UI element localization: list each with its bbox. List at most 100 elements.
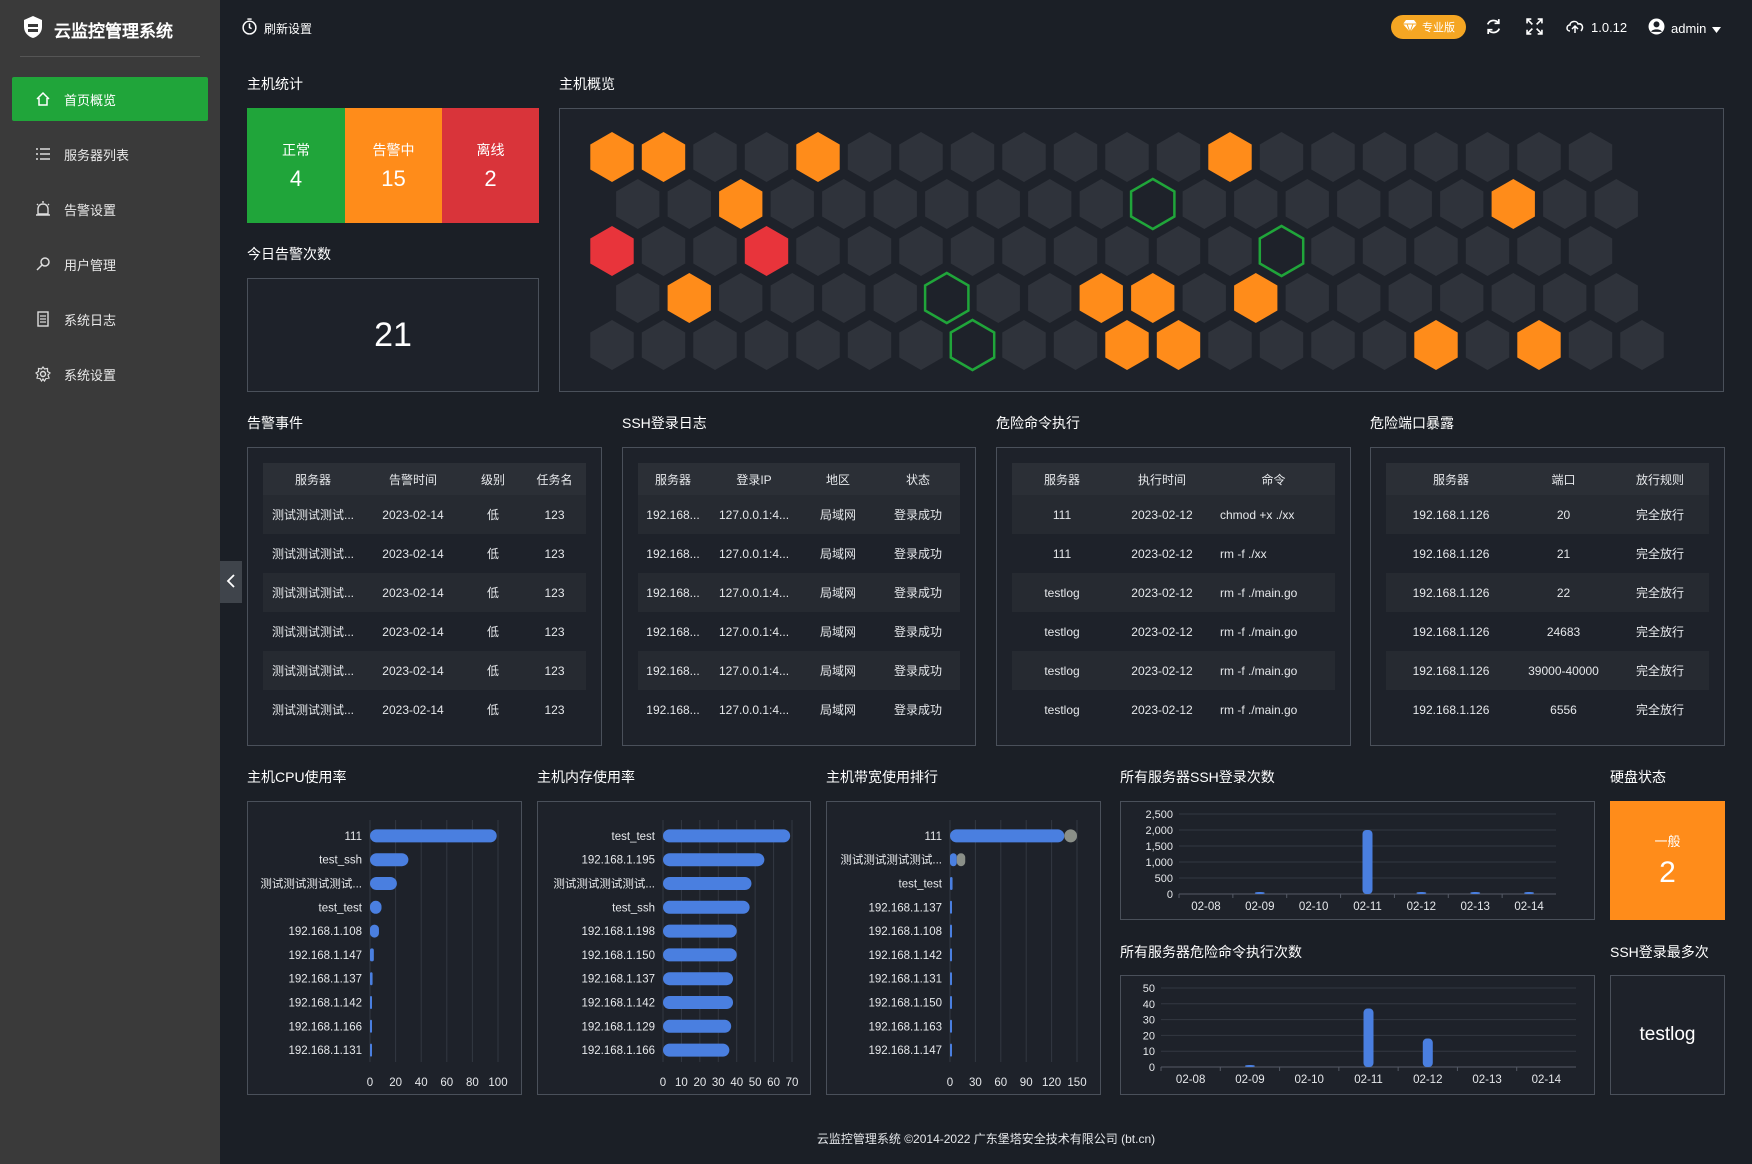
table-row[interactable]: 192.168... 127.0.0.1:4... 局域网 登录成功 — [638, 495, 960, 534]
host-hex-idle[interactable] — [899, 132, 943, 182]
bar[interactable] — [1524, 892, 1535, 894]
table-row[interactable]: testlog 2023-02-12 rm -f ./main.go — [1012, 651, 1335, 690]
table-row[interactable]: 111 2023-02-12 rm -f ./xx — [1012, 534, 1335, 573]
host-hex-idle[interactable] — [1568, 320, 1613, 370]
bar[interactable] — [950, 829, 1065, 843]
table-row[interactable]: 测试测试测试... 2023-02-14 低 123 — [263, 690, 586, 729]
host-hex-idle[interactable] — [899, 226, 943, 276]
table-row[interactable]: 192.168.1.126 21 完全放行 — [1386, 534, 1709, 573]
host-hex-idle[interactable] — [1182, 179, 1226, 229]
host-hex-idle[interactable] — [693, 226, 737, 276]
host-hex-offline[interactable] — [744, 226, 789, 276]
host-hex-idle[interactable] — [1388, 273, 1432, 323]
host-hex-idle[interactable] — [744, 132, 789, 182]
user-menu[interactable]: admin — [1648, 18, 1722, 38]
host-hex-idle[interactable] — [899, 320, 943, 370]
bar[interactable] — [1470, 892, 1481, 894]
host-hex-idle[interactable] — [1028, 179, 1072, 229]
sidebar-item-home[interactable]: 首页概览 — [12, 77, 208, 121]
bar[interactable] — [950, 853, 957, 867]
host-hex-idle[interactable] — [796, 226, 840, 276]
host-hex-idle[interactable] — [1620, 320, 1664, 370]
host-hex-idle[interactable] — [1388, 179, 1432, 229]
sidebar-item-server-list[interactable]: 服务器列表 — [12, 132, 208, 176]
table-row[interactable]: 测试测试测试... 2023-02-14 低 123 — [263, 534, 586, 573]
table-row[interactable]: 192.168... 127.0.0.1:4... 局域网 登录成功 — [638, 651, 960, 690]
host-hex-idle[interactable] — [1311, 132, 1355, 182]
bar[interactable] — [370, 1019, 372, 1033]
host-hex-idle[interactable] — [744, 320, 789, 370]
host-hex-alarm[interactable] — [1234, 273, 1278, 323]
host-hex-idle[interactable] — [770, 179, 814, 229]
host-hex-idle[interactable] — [1002, 320, 1046, 370]
host-hex-idle[interactable] — [976, 273, 1020, 323]
bar[interactable] — [1422, 1038, 1433, 1067]
bar[interactable] — [663, 853, 765, 867]
bar[interactable] — [370, 996, 372, 1009]
bar[interactable] — [663, 996, 734, 1009]
host-hex-idle[interactable] — [770, 273, 814, 323]
host-hex-idle[interactable] — [1337, 179, 1381, 229]
bar[interactable] — [950, 996, 952, 1009]
bar[interactable] — [663, 972, 734, 986]
host-hex-normal[interactable] — [949, 318, 996, 372]
host-hex-idle[interactable] — [1285, 179, 1329, 229]
bar[interactable] — [370, 1043, 372, 1057]
host-hex-alarm[interactable] — [667, 273, 711, 323]
host-hex-idle[interactable] — [1311, 320, 1355, 370]
fullscreen-button[interactable] — [1526, 18, 1543, 38]
host-hex-idle[interactable] — [1002, 132, 1046, 182]
table-row[interactable]: 192.168... 127.0.0.1:4... 局域网 登录成功 — [638, 690, 960, 729]
host-hex-alarm[interactable] — [1156, 320, 1201, 370]
bar[interactable] — [370, 853, 409, 867]
refresh-button[interactable] — [1485, 18, 1502, 38]
host-hex-idle[interactable] — [1156, 132, 1201, 182]
host-hex-idle[interactable] — [1465, 320, 1510, 370]
host-hex-idle[interactable] — [1053, 132, 1098, 182]
host-hex-idle[interactable] — [1182, 273, 1226, 323]
sidebar-item-alarm-settings[interactable]: 告警设置 — [12, 187, 208, 231]
host-hex-idle[interactable] — [1465, 226, 1510, 276]
host-hex-idle[interactable] — [1440, 273, 1484, 323]
host-hex-alarm[interactable] — [590, 132, 634, 182]
host-hex-idle[interactable] — [822, 179, 866, 229]
table-row[interactable]: 192.168... 127.0.0.1:4... 局域网 登录成功 — [638, 534, 960, 573]
table-row[interactable]: testlog 2023-02-12 rm -f ./main.go — [1012, 573, 1335, 612]
bar[interactable] — [1416, 892, 1427, 894]
host-hex-idle[interactable] — [1337, 273, 1381, 323]
host-hex-idle[interactable] — [1259, 132, 1304, 182]
alarm-hosts-stat[interactable]: 告警中 15 — [345, 108, 442, 223]
table-row[interactable]: 192.168.1.126 6556 完全放行 — [1386, 690, 1709, 729]
host-hex-idle[interactable] — [1594, 179, 1638, 229]
host-hex-idle[interactable] — [667, 179, 711, 229]
host-hex-idle[interactable] — [1002, 226, 1046, 276]
bar[interactable] — [1064, 829, 1077, 843]
table-row[interactable]: 测试测试测试... 2023-02-14 低 123 — [263, 573, 586, 612]
host-hex-idle[interactable] — [1285, 273, 1329, 323]
host-hex-alarm[interactable] — [641, 132, 686, 182]
host-hex-idle[interactable] — [1543, 273, 1587, 323]
collapse-sidebar-button[interactable] — [220, 561, 242, 603]
host-hex-normal[interactable] — [1258, 224, 1305, 278]
table-row[interactable]: testlog 2023-02-12 rm -f ./main.go — [1012, 690, 1335, 729]
bar[interactable] — [950, 948, 952, 962]
bar[interactable] — [950, 1043, 952, 1057]
host-hex-idle[interactable] — [1465, 132, 1510, 182]
refresh-settings-button[interactable]: 刷新设置 — [241, 18, 312, 38]
host-hex-idle[interactable] — [1440, 179, 1484, 229]
host-hex-idle[interactable] — [950, 226, 995, 276]
sidebar-item-system-log[interactable]: 系统日志 — [12, 297, 208, 341]
table-row[interactable]: 测试测试测试... 2023-02-14 低 123 — [263, 495, 586, 534]
sidebar-item-system-settings[interactable]: 系统设置 — [12, 352, 208, 396]
bar[interactable] — [1363, 1008, 1374, 1067]
host-hex-idle[interactable] — [822, 273, 866, 323]
bar[interactable] — [950, 1019, 952, 1033]
bar[interactable] — [663, 877, 752, 890]
host-hex-idle[interactable] — [1362, 226, 1407, 276]
offline-hosts-stat[interactable]: 离线 2 — [442, 108, 539, 223]
host-hex-idle[interactable] — [1568, 226, 1613, 276]
bar[interactable] — [663, 1019, 732, 1033]
table-row[interactable]: 111 2023-02-12 chmod +x ./xx — [1012, 495, 1335, 534]
host-hex-idle[interactable] — [616, 273, 660, 323]
bar[interactable] — [370, 829, 497, 843]
